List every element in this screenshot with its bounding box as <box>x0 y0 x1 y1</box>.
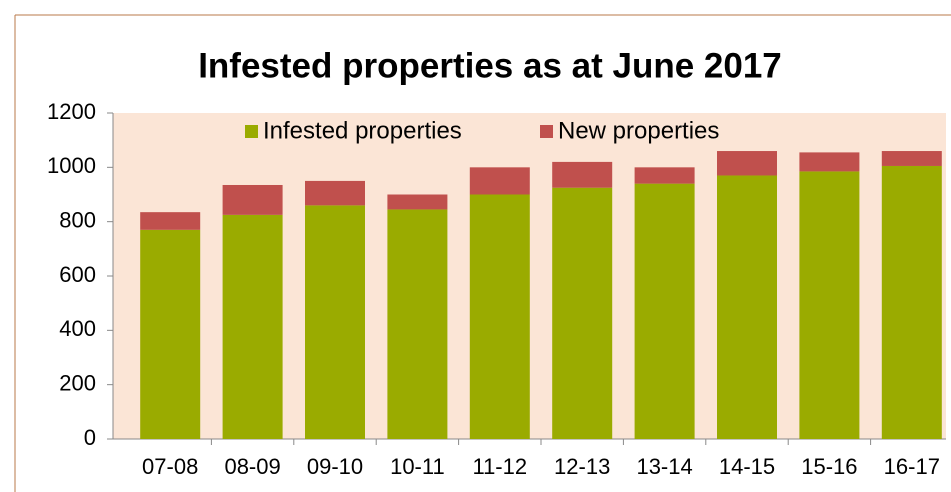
bar-segment <box>140 229 201 439</box>
bar-segment <box>140 212 201 230</box>
bar-segment <box>469 167 530 195</box>
legend-label: New properties <box>558 117 719 144</box>
bar-segment <box>552 161 613 188</box>
legend-label: Infested properties <box>263 117 462 144</box>
bar-segment <box>305 180 365 206</box>
y-tick-label: 0 <box>84 425 96 450</box>
x-tick-label: 11-12 <box>472 454 527 479</box>
chart-title: Infested properties as at June 2017 <box>198 46 782 85</box>
bar-segment <box>717 175 777 439</box>
x-tick-label: 14-15 <box>719 454 775 479</box>
legend-swatch <box>245 125 258 138</box>
bar-segment <box>799 152 860 172</box>
legend-swatch <box>540 125 553 138</box>
bar-segment <box>222 214 283 439</box>
x-tick-label: 09-10 <box>307 454 363 479</box>
x-tick-label: 07-08 <box>142 454 198 479</box>
x-tick-label: 15-16 <box>801 454 857 479</box>
bar-segment <box>634 183 695 439</box>
x-tick-label: 12-13 <box>554 454 610 479</box>
bar-segment <box>634 167 695 184</box>
bar-segment <box>799 171 860 440</box>
bar-segment <box>387 209 448 439</box>
y-tick-label: 1200 <box>47 99 96 124</box>
bar-segment <box>387 194 448 210</box>
y-tick-label: 400 <box>59 316 96 341</box>
y-tick-label: 1000 <box>47 153 96 178</box>
x-tick-label: 08-09 <box>224 454 280 479</box>
bar-segment <box>222 184 283 215</box>
y-tick-label: 600 <box>59 262 96 287</box>
x-tick-label: 13-14 <box>636 454 692 479</box>
bar-segment <box>305 205 365 439</box>
bar-segment <box>717 151 777 176</box>
bar-segment <box>552 187 613 439</box>
y-tick-label: 200 <box>59 370 96 395</box>
x-tick-label: 16-17 <box>884 454 940 479</box>
y-tick-label: 800 <box>59 207 96 232</box>
bar-segment <box>881 165 942 439</box>
bar-segment <box>469 194 530 439</box>
x-tick-label: 10-11 <box>390 454 445 479</box>
bar-segment <box>881 151 942 166</box>
